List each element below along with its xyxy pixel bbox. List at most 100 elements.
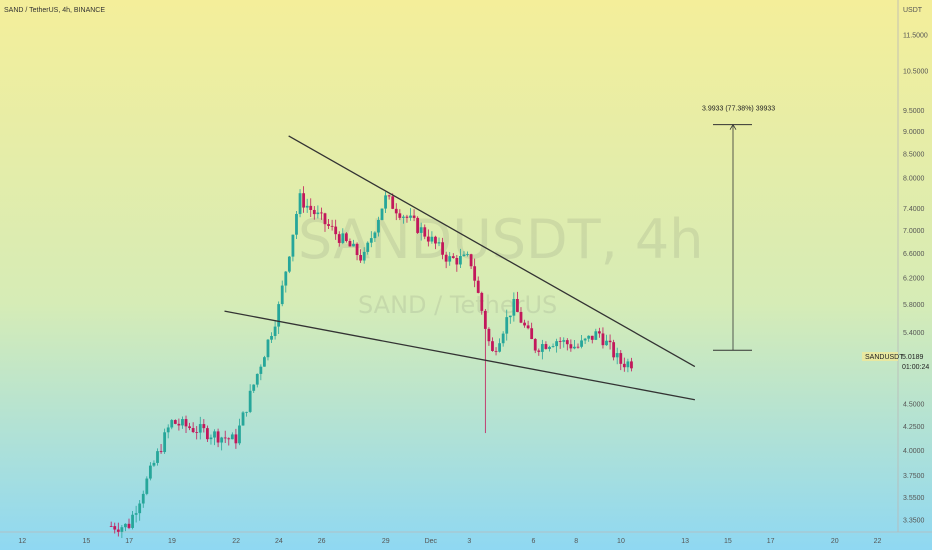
price-axis-currency: USDT xyxy=(903,7,923,14)
candle xyxy=(355,242,359,261)
candle xyxy=(198,416,202,440)
candle xyxy=(384,191,387,213)
candle xyxy=(569,339,573,352)
candle xyxy=(234,428,238,449)
candle xyxy=(166,424,170,439)
candle xyxy=(548,345,551,352)
candle xyxy=(505,309,509,341)
candle xyxy=(170,418,174,430)
candle xyxy=(337,231,341,247)
price-tick-label: 3.7500 xyxy=(903,473,925,480)
candle xyxy=(255,373,259,388)
candle xyxy=(430,231,434,244)
candle xyxy=(573,340,576,350)
candle xyxy=(266,338,270,361)
candle xyxy=(612,339,616,361)
price-tick-label: 7.4000 xyxy=(903,206,925,213)
candle xyxy=(369,231,373,248)
candle xyxy=(287,256,291,274)
candle xyxy=(259,364,263,381)
candle xyxy=(284,271,288,293)
measure-arrow-icon xyxy=(729,123,737,130)
time-tick-label: 13 xyxy=(681,538,689,545)
candle xyxy=(113,522,117,534)
candle xyxy=(181,416,184,429)
candle xyxy=(156,448,159,466)
price-tick-label: 5.8000 xyxy=(903,302,925,309)
watermark-ticker: SANDUSDT, 4h xyxy=(298,208,703,271)
candle xyxy=(216,428,220,448)
time-axis[interactable]: 12 15 17 19 22 24 26 29 Dec 3 6 8 10 13 15 17 20 22 xyxy=(18,538,881,545)
time-tick-label: Dec xyxy=(425,538,438,545)
candle xyxy=(630,357,633,372)
candle xyxy=(241,411,245,426)
candle xyxy=(362,247,366,264)
candle xyxy=(291,234,295,262)
candle xyxy=(426,229,430,247)
candle xyxy=(352,239,355,247)
candle xyxy=(398,209,402,221)
candle xyxy=(590,335,594,344)
candle xyxy=(138,500,142,521)
time-tick-label: 22 xyxy=(874,538,882,545)
candle xyxy=(227,437,231,446)
candle xyxy=(373,231,377,242)
candle xyxy=(501,331,505,347)
candle xyxy=(416,216,420,234)
candle xyxy=(619,350,623,371)
candle xyxy=(441,237,444,260)
time-tick-label: 19 xyxy=(168,538,176,545)
candle xyxy=(437,237,441,247)
candle xyxy=(131,510,134,530)
candle xyxy=(145,476,149,496)
candle xyxy=(312,206,316,220)
symbol-label-bg xyxy=(862,352,898,361)
time-tick-label: 29 xyxy=(382,538,390,545)
price-tick-label: 4.0000 xyxy=(903,448,925,455)
price-tick-label: 3.3500 xyxy=(903,518,925,525)
candle xyxy=(195,426,199,440)
candle xyxy=(537,348,541,356)
candle xyxy=(516,291,519,313)
trendline-lower[interactable] xyxy=(224,310,696,401)
candle xyxy=(205,425,209,442)
candle xyxy=(177,418,181,431)
candle xyxy=(583,337,587,345)
candle xyxy=(476,276,480,294)
candle xyxy=(462,251,466,257)
price-tick-label: 10.5000 xyxy=(903,68,928,75)
candle xyxy=(270,332,273,343)
candle xyxy=(455,255,459,272)
time-tick-label: 20 xyxy=(831,538,839,545)
candle xyxy=(109,521,113,528)
current-price-value: 5.0189 xyxy=(902,354,924,361)
candle xyxy=(491,337,494,352)
candle xyxy=(498,338,502,353)
candle xyxy=(316,205,320,219)
candle xyxy=(295,211,298,239)
candle xyxy=(601,327,605,349)
price-tick-label: 7.0000 xyxy=(903,228,925,235)
candle xyxy=(263,355,266,367)
measure-tool[interactable]: 3.9933 (77.38%) 39933 xyxy=(702,106,775,351)
candle xyxy=(512,292,516,322)
candle xyxy=(622,357,626,372)
candle xyxy=(626,358,630,373)
price-axis[interactable]: 11.5000 10.5000 9.5000 9.0000 8.5000 8.0000 7.… xyxy=(903,33,928,525)
candle xyxy=(409,208,412,221)
candle xyxy=(330,219,334,231)
candle xyxy=(273,320,277,340)
current-price-marker: SANDUSDT 5.0189 01:00:24 xyxy=(862,352,929,371)
candle xyxy=(394,203,398,221)
time-tick-label: 8 xyxy=(574,538,578,545)
candle xyxy=(448,252,452,266)
trendline-upper[interactable] xyxy=(288,135,696,368)
candle xyxy=(469,253,473,270)
time-tick-label: 6 xyxy=(532,538,536,545)
candle xyxy=(302,186,306,213)
price-tick-label: 4.5000 xyxy=(903,402,925,409)
candle xyxy=(344,232,348,243)
current-symbol-label: SANDUSDT xyxy=(865,354,904,361)
candle xyxy=(526,320,530,330)
